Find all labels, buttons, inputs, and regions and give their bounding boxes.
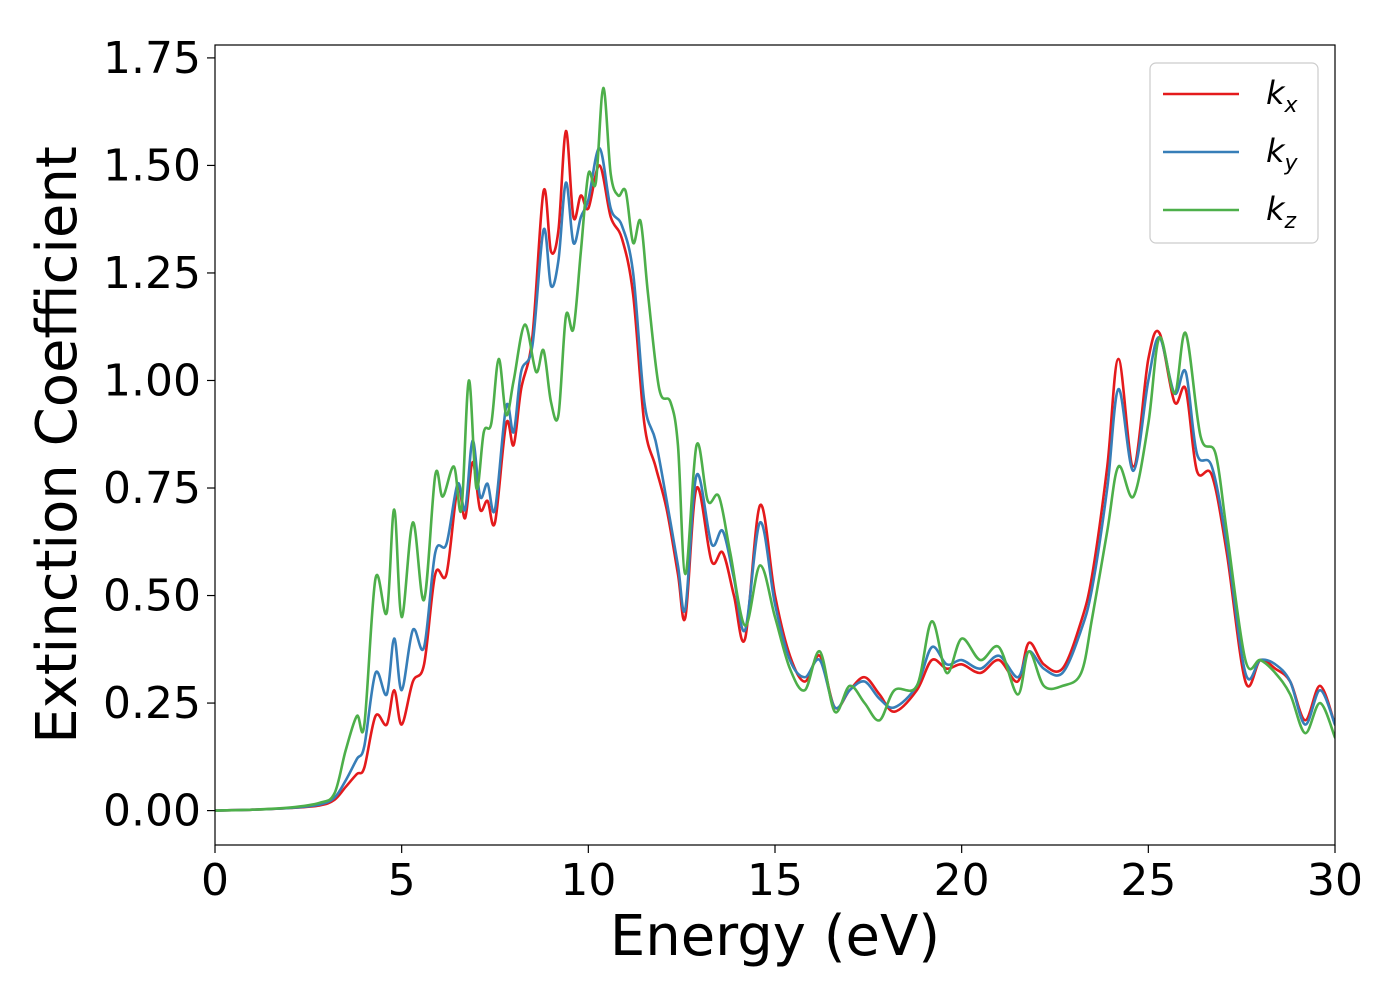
y-tick-label: 0.00	[103, 786, 201, 837]
series-layer	[215, 86, 1335, 812]
y-tick-label: 0.75	[103, 463, 201, 514]
series-line-kz	[215, 86, 1335, 812]
x-axis: 0 5 10 15 20 25 30	[201, 845, 1363, 906]
y-tick-label: 1.25	[103, 248, 201, 299]
y-tick-label: 1.75	[103, 33, 201, 84]
y-tick-label: 0.25	[103, 678, 201, 729]
x-tick-label: 0	[201, 855, 229, 906]
x-tick-label: 25	[1120, 855, 1176, 906]
series-line-kx	[215, 129, 1335, 812]
y-tick-label: 1.00	[103, 355, 201, 406]
x-tick-label: 20	[934, 855, 990, 906]
y-tick-label: 1.50	[103, 140, 201, 191]
x-tick-label: 15	[747, 855, 803, 906]
y-tick-label: 0.50	[103, 571, 201, 622]
y-axis-title: Extinction Coefficient	[25, 146, 90, 744]
x-tick-label: 5	[388, 855, 416, 906]
x-tick-label: 30	[1307, 855, 1363, 906]
x-tick-label: 10	[560, 855, 616, 906]
series-line-ky	[215, 146, 1335, 812]
x-axis-title: Energy (eV)	[610, 904, 940, 969]
y-axis: 0.00 0.25 0.50 0.75 1.00 1.25 1.50 1.75	[103, 33, 215, 837]
